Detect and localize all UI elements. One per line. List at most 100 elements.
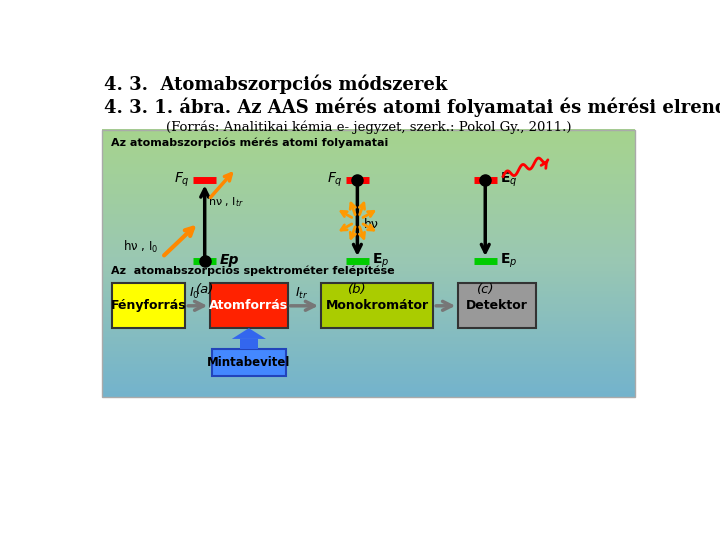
Text: Monokromátor: Monokromátor	[325, 299, 428, 312]
Bar	[102, 246, 635, 251]
Bar	[102, 150, 635, 153]
Bar	[102, 336, 635, 341]
Text: $F_q$: $F_q$	[174, 171, 190, 188]
Bar	[102, 270, 635, 274]
Bar	[102, 370, 635, 374]
Bar	[102, 256, 635, 260]
Bar	[102, 159, 635, 164]
Bar	[102, 380, 635, 384]
Text: Az  atomabszorpciós spektrométer felépítése: Az atomabszorpciós spektrométer felépíté…	[111, 265, 395, 275]
Bar	[102, 183, 635, 187]
Text: E$_p$: E$_p$	[500, 251, 518, 269]
Text: 4. 3. 1. ábra. Az AAS mérés atomi folyamatai és mérési elrendezése: 4. 3. 1. ábra. Az AAS mérés atomi folyam…	[104, 98, 720, 117]
Bar	[102, 200, 635, 204]
Polygon shape	[232, 328, 266, 339]
Bar	[102, 393, 635, 397]
Text: hν , I$_{tr}$: hν , I$_{tr}$	[208, 195, 243, 209]
Bar	[102, 316, 635, 321]
Text: Ep: Ep	[220, 253, 239, 267]
Text: $I_0$: $I_0$	[189, 286, 200, 301]
Text: E$_p$: E$_p$	[372, 251, 390, 269]
Bar	[102, 310, 635, 314]
Bar	[102, 233, 635, 237]
Text: $F_q$: $F_q$	[327, 171, 343, 188]
Text: Mintabevitel: Mintabevitel	[207, 356, 291, 369]
Bar	[102, 263, 635, 267]
Bar	[102, 293, 635, 297]
Bar	[102, 213, 635, 217]
Bar	[102, 253, 635, 257]
Bar	[102, 190, 635, 194]
Bar	[102, 146, 635, 150]
Bar	[102, 350, 635, 354]
Text: hν , I$_0$: hν , I$_0$	[123, 239, 158, 255]
Bar	[102, 327, 635, 330]
Bar	[102, 240, 635, 244]
Bar	[102, 156, 635, 160]
Text: E$_q$: E$_q$	[500, 171, 518, 188]
FancyBboxPatch shape	[210, 284, 287, 328]
Bar	[102, 323, 635, 327]
Bar	[102, 220, 635, 224]
Bar	[102, 313, 635, 318]
Bar	[102, 173, 635, 177]
Bar	[102, 130, 635, 133]
FancyBboxPatch shape	[112, 284, 185, 328]
Text: 4. 3.  Atomabszorpciós módszerek: 4. 3. Atomabszorpciós módszerek	[104, 75, 447, 94]
Bar	[102, 276, 635, 281]
Bar	[102, 166, 635, 170]
Bar	[102, 226, 635, 231]
Bar	[102, 347, 635, 350]
FancyBboxPatch shape	[321, 284, 433, 328]
Bar	[102, 296, 635, 301]
Bar	[102, 210, 635, 214]
Bar	[102, 373, 635, 377]
Text: $I_{tr}$: $I_{tr}$	[294, 286, 307, 301]
Bar	[102, 307, 635, 310]
Bar	[102, 286, 635, 291]
Bar	[240, 339, 258, 349]
Bar	[102, 367, 635, 371]
Bar	[102, 243, 635, 247]
Bar	[102, 130, 635, 397]
Text: Az atomabszorpciós mérés atomi folyamatai: Az atomabszorpciós mérés atomi folyamata…	[111, 138, 388, 148]
Bar	[102, 387, 635, 391]
Bar	[102, 206, 635, 211]
Bar	[102, 260, 635, 264]
Bar	[102, 180, 635, 184]
Bar	[102, 163, 635, 167]
Bar	[102, 390, 635, 394]
Bar	[102, 280, 635, 284]
Bar	[102, 266, 635, 271]
Bar	[102, 186, 635, 191]
Text: Atomforrás: Atomforrás	[210, 299, 289, 312]
FancyBboxPatch shape	[212, 349, 286, 376]
Bar	[102, 237, 635, 240]
Bar	[102, 356, 635, 361]
Bar	[102, 383, 635, 387]
Bar	[102, 333, 635, 338]
Bar	[102, 363, 635, 367]
Text: (b): (b)	[348, 283, 366, 296]
Bar	[102, 376, 635, 381]
Text: (c): (c)	[477, 283, 494, 296]
Bar	[102, 196, 635, 200]
Bar	[102, 300, 635, 304]
Bar	[102, 353, 635, 357]
Bar	[102, 170, 635, 174]
Bar	[102, 193, 635, 197]
Bar	[102, 136, 635, 140]
Bar	[102, 139, 635, 144]
Bar	[102, 330, 635, 334]
Bar	[102, 153, 635, 157]
Bar	[102, 176, 635, 180]
Bar	[102, 230, 635, 234]
Bar	[102, 340, 635, 344]
FancyBboxPatch shape	[458, 284, 536, 328]
Text: (Forrás: Analitikai kémia e- jegyzet, szerk.: Pokol Gy., 2011.): (Forrás: Analitikai kémia e- jegyzet, sz…	[166, 120, 572, 134]
Bar	[102, 217, 635, 220]
Text: Fényforrás: Fényforrás	[111, 299, 186, 312]
Bar	[102, 360, 635, 364]
Text: hν: hν	[364, 218, 379, 231]
Bar	[102, 303, 635, 307]
